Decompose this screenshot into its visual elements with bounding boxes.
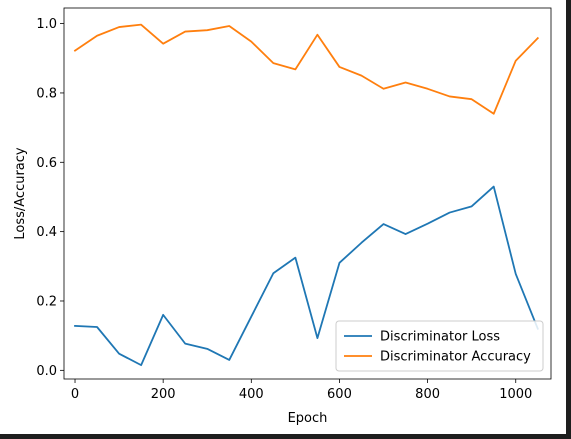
x-tick-label: 600	[327, 387, 352, 402]
y-tick-label: 0.6	[36, 156, 57, 171]
series-layer	[73, 23, 540, 367]
legend-label: Discriminator Accuracy	[380, 350, 531, 365]
x-tick-label: 200	[151, 387, 176, 402]
series-line-discriminator-accuracy	[73, 23, 540, 115]
chart-figure: 0 200 400 600 800 1000 0.0 0.2 0.4 0.6 0.8 1.0 Epo…	[0, 0, 566, 434]
legend: Discriminator Loss Discriminator Accuracy	[335, 320, 544, 372]
legend-label: Discriminator Loss	[380, 330, 500, 345]
legend-box	[335, 320, 544, 372]
y-tick-label: 1.0	[36, 17, 57, 32]
x-tick-label: 800	[415, 387, 440, 402]
x-tick-label: 1000	[499, 387, 532, 402]
x-tick-label: 400	[239, 387, 264, 402]
axes-frame	[63, 7, 552, 380]
y-tick-label: 0.0	[36, 364, 57, 379]
y-axis-label: Loss/Accuracy	[13, 147, 28, 240]
y-ticks: 0.0 0.2 0.4 0.6 0.8 1.0	[36, 17, 64, 379]
series-line-discriminator-loss	[74, 185, 539, 367]
y-tick-label: 0.8	[36, 86, 57, 101]
line-chart: 0 200 400 600 800 1000 0.0 0.2 0.4 0.6 0.8 1.0 Epo…	[13, 7, 552, 426]
x-axis-label: Epoch	[288, 411, 328, 426]
x-tick-label: 0	[71, 387, 79, 402]
x-ticks: 0 200 400 600 800 1000	[71, 379, 532, 402]
y-tick-label: 0.2	[36, 294, 57, 309]
y-tick-label: 0.4	[36, 225, 57, 240]
